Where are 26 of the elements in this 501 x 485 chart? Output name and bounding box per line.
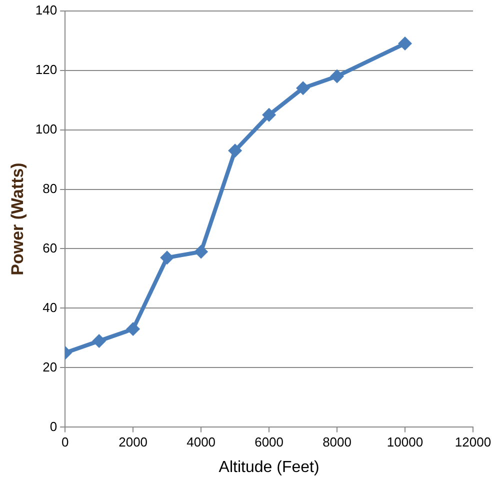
point bbox=[398, 36, 412, 51]
x-tick-label: 12000 bbox=[454, 434, 492, 450]
x-tick-label: 8000 bbox=[322, 434, 352, 450]
y-tick-label: 140 bbox=[35, 2, 58, 18]
x-tick-label: 2000 bbox=[118, 434, 148, 450]
point bbox=[262, 108, 276, 122]
y-tick-label: 0 bbox=[50, 418, 58, 434]
y-axis-title: Power (Watts) bbox=[8, 162, 27, 276]
x-tick-label: 0 bbox=[61, 434, 69, 450]
y-tick-label: 40 bbox=[42, 300, 58, 315]
x-tick-label: 4000 bbox=[186, 434, 216, 450]
y-tick-label: 20 bbox=[42, 359, 58, 374]
x-tick-label: 6000 bbox=[254, 434, 284, 450]
point bbox=[296, 81, 310, 96]
point bbox=[126, 322, 140, 336]
point bbox=[228, 144, 242, 158]
point bbox=[194, 244, 208, 259]
y-tick-label: 80 bbox=[42, 180, 58, 196]
x-tick-label: 10000 bbox=[386, 434, 424, 450]
y-tick-label: 120 bbox=[35, 62, 58, 77]
point bbox=[160, 250, 174, 265]
point bbox=[92, 334, 106, 348]
y-tick-label: 100 bbox=[35, 121, 58, 136]
point bbox=[330, 69, 344, 84]
x-axis-title: Altitude (Feet) bbox=[218, 458, 320, 476]
y-tick-label: 60 bbox=[42, 240, 58, 256]
